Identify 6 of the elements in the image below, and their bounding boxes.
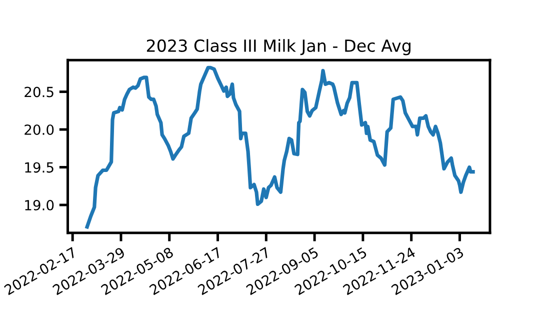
y-tick-label: 20.0 — [24, 124, 54, 135]
line-series — [85, 66, 475, 229]
y-tick-label: 19.0 — [25, 200, 54, 210]
y-tick-label: 19.5 — [25, 162, 54, 173]
chart-title: 2023 Class III Milk Jan - Dec Avg — [146, 39, 410, 56]
y-tick-label: 20.5 — [24, 86, 54, 98]
